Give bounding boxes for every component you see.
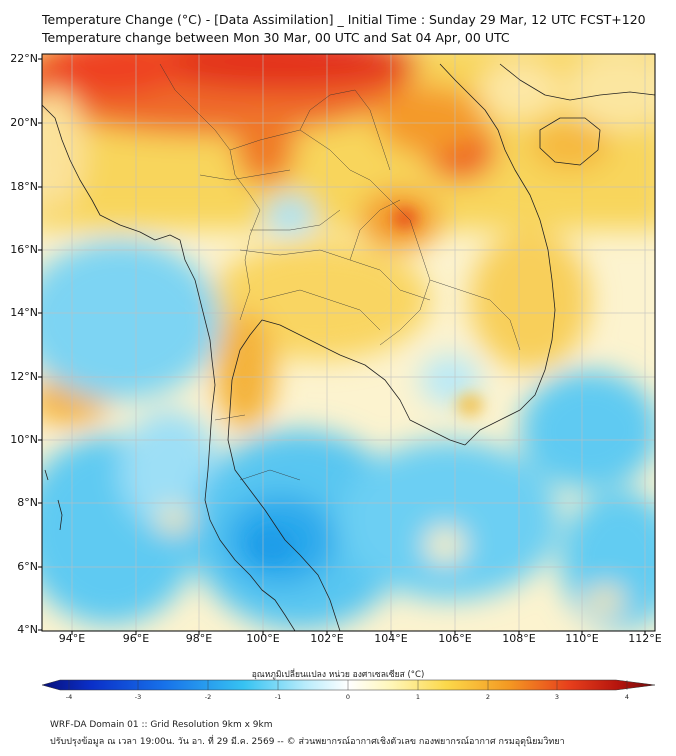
colorbar-tick-label: 4 (624, 693, 630, 701)
lon-label: 104°E (374, 632, 408, 645)
lat-label: 8°N (17, 496, 38, 509)
lat-label: 12°N (10, 370, 38, 383)
map-subtitle: Temperature change between Mon 30 Mar, 0… (42, 30, 510, 45)
plot-frame (41, 53, 656, 632)
lon-label: 102°E (310, 632, 344, 645)
lat-label: 14°N (10, 306, 38, 319)
lon-label: 110°E (565, 632, 599, 645)
colorbar-title: อุณหภูมิเปลี่ยนแปลง หน่วย องศาเซลเซียส (… (251, 670, 425, 680)
colorbar (41, 679, 656, 691)
lon-label: 100°E (246, 632, 280, 645)
lon-label: 98°E (185, 632, 213, 645)
footer-credits: ปรับปรุงข้อมูล ณ เวลา 19:00น. วัน อา. ที… (50, 737, 565, 747)
lon-label: 106°E (438, 632, 472, 645)
colorbar-tick-label: -4 (65, 693, 73, 701)
lat-label: 4°N (17, 623, 38, 636)
lat-label: 18°N (10, 180, 38, 193)
coastlines (42, 63, 655, 631)
lat-label: 20°N (10, 116, 38, 129)
lat-lon-grid (42, 54, 655, 631)
colorbar-tick-label: 3 (554, 693, 560, 701)
lat-label: 22°N (10, 52, 38, 65)
footer-domain-info: WRF-DA Domain 01 :: Grid Resolution 9km … (50, 720, 273, 730)
lon-label: 94°E (58, 632, 86, 645)
lon-label: 108°E (502, 632, 536, 645)
lat-label: 6°N (17, 560, 38, 573)
colorbar-tick-label: 1 (415, 693, 421, 701)
temperature-field (42, 54, 655, 631)
colorbar-tick-label: 0 (345, 693, 351, 701)
colorbar-tick-label: -3 (134, 693, 142, 701)
colorbar-tick-label: -2 (204, 693, 212, 701)
admin-borders (159, 63, 521, 481)
lat-label: 16°N (10, 243, 38, 256)
colorbar-tick-label: -1 (274, 693, 282, 701)
lon-label: 96°E (122, 632, 150, 645)
lat-label: 10°N (10, 433, 38, 446)
colorbar-tick-label: 2 (485, 693, 491, 701)
axis-ticks (38, 58, 646, 635)
colorbar-ticks (68, 680, 628, 690)
map-title: Temperature Change (°C) - [Data Assimila… (42, 12, 646, 27)
lon-label: 112°E (628, 632, 662, 645)
